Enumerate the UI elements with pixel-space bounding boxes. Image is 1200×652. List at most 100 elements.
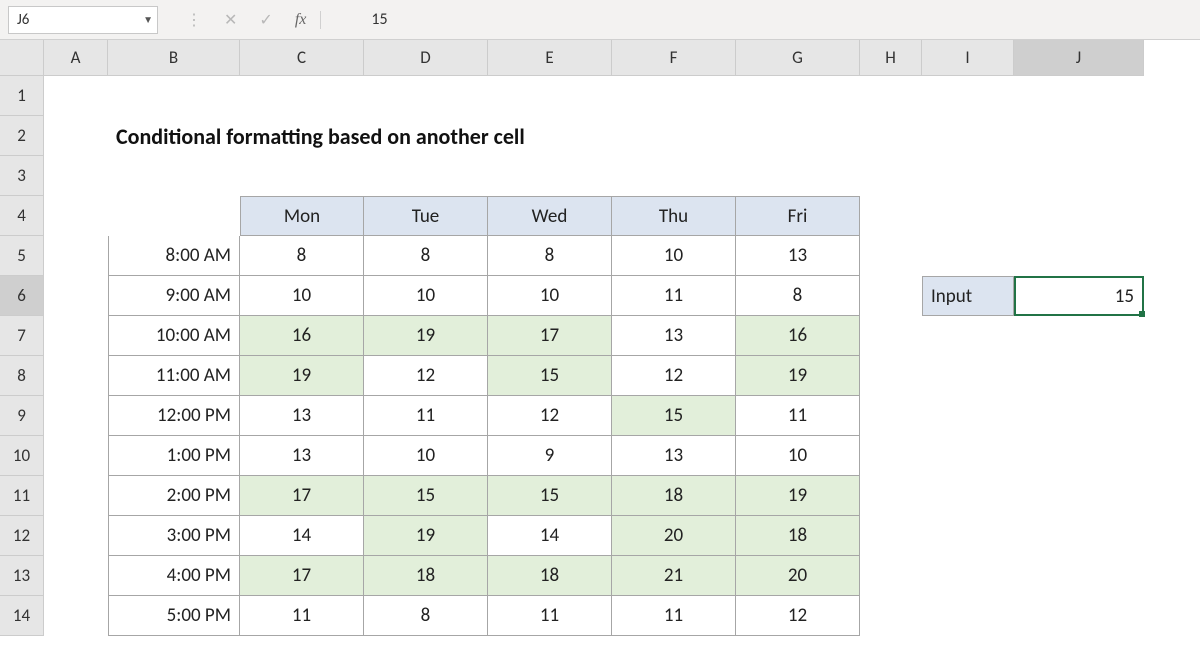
cell-F9[interactable]: 15 bbox=[612, 396, 736, 436]
cell-G11[interactable]: 19 bbox=[736, 476, 860, 516]
cell-E9[interactable]: 12 bbox=[488, 396, 612, 436]
cell-A14[interactable] bbox=[44, 596, 108, 636]
cell-G9[interactable]: 11 bbox=[736, 396, 860, 436]
cell-A12[interactable] bbox=[44, 516, 108, 556]
cell-J3[interactable] bbox=[1014, 156, 1144, 196]
cell-I2[interactable] bbox=[922, 116, 1014, 156]
cell-J14[interactable] bbox=[1014, 596, 1144, 636]
cell-C12[interactable]: 14 bbox=[240, 516, 364, 556]
cell-C5[interactable]: 8 bbox=[240, 236, 364, 276]
cell-H3[interactable] bbox=[860, 156, 922, 196]
cell-A2[interactable] bbox=[44, 116, 108, 156]
cell-I3[interactable] bbox=[922, 156, 1014, 196]
cell-I5[interactable] bbox=[922, 236, 1014, 276]
cell-C11[interactable]: 17 bbox=[240, 476, 364, 516]
cell-D6[interactable]: 10 bbox=[364, 276, 488, 316]
cell-J4[interactable] bbox=[1014, 196, 1144, 236]
cell-B11[interactable]: 2:00 PM bbox=[108, 476, 240, 516]
cell-J11[interactable] bbox=[1014, 476, 1144, 516]
cell-G1[interactable] bbox=[736, 76, 860, 116]
cell-B8[interactable]: 11:00 AM bbox=[108, 356, 240, 396]
cell-D11[interactable]: 15 bbox=[364, 476, 488, 516]
cell-A5[interactable] bbox=[44, 236, 108, 276]
cell-J5[interactable] bbox=[1014, 236, 1144, 276]
cell-J12[interactable] bbox=[1014, 516, 1144, 556]
cell-J10[interactable] bbox=[1014, 436, 1144, 476]
cell-F2[interactable] bbox=[612, 116, 736, 156]
cell-F14[interactable]: 11 bbox=[612, 596, 736, 636]
name-box[interactable]: J6 ▼ bbox=[8, 6, 158, 34]
cell-H8[interactable] bbox=[860, 356, 922, 396]
cell-H14[interactable] bbox=[860, 596, 922, 636]
cell-G2[interactable] bbox=[736, 116, 860, 156]
row-header-10[interactable]: 10 bbox=[0, 436, 44, 476]
cell-F6[interactable]: 11 bbox=[612, 276, 736, 316]
cell-A7[interactable] bbox=[44, 316, 108, 356]
cell-D3[interactable] bbox=[364, 156, 488, 196]
cell-G14[interactable]: 12 bbox=[736, 596, 860, 636]
cell-J9[interactable] bbox=[1014, 396, 1144, 436]
cell-F1[interactable] bbox=[612, 76, 736, 116]
row-header-1[interactable]: 1 bbox=[0, 76, 44, 116]
cell-C1[interactable] bbox=[240, 76, 364, 116]
cell-G6[interactable]: 8 bbox=[736, 276, 860, 316]
cell-I12[interactable] bbox=[922, 516, 1014, 556]
cell-D4[interactable]: Tue bbox=[364, 196, 488, 236]
cell-C9[interactable]: 13 bbox=[240, 396, 364, 436]
cell-G10[interactable]: 10 bbox=[736, 436, 860, 476]
cell-G8[interactable]: 19 bbox=[736, 356, 860, 396]
cell-I10[interactable] bbox=[922, 436, 1014, 476]
cell-H2[interactable] bbox=[860, 116, 922, 156]
cell-B6[interactable]: 9:00 AM bbox=[108, 276, 240, 316]
cell-I6[interactable]: Input bbox=[922, 276, 1014, 316]
cell-E11[interactable]: 15 bbox=[488, 476, 612, 516]
cell-F10[interactable]: 13 bbox=[612, 436, 736, 476]
cell-D5[interactable]: 8 bbox=[364, 236, 488, 276]
cell-H9[interactable] bbox=[860, 396, 922, 436]
cell-H6[interactable] bbox=[860, 276, 922, 316]
cell-C10[interactable]: 13 bbox=[240, 436, 364, 476]
cell-G4[interactable]: Fri bbox=[736, 196, 860, 236]
col-header-A[interactable]: A bbox=[44, 40, 108, 76]
col-header-F[interactable]: F bbox=[612, 40, 736, 76]
cell-F3[interactable] bbox=[612, 156, 736, 196]
cell-I4[interactable] bbox=[922, 196, 1014, 236]
cell-E7[interactable]: 17 bbox=[488, 316, 612, 356]
cell-G12[interactable]: 18 bbox=[736, 516, 860, 556]
cell-A9[interactable] bbox=[44, 396, 108, 436]
cell-F5[interactable]: 10 bbox=[612, 236, 736, 276]
cell-A13[interactable] bbox=[44, 556, 108, 596]
cell-D13[interactable]: 18 bbox=[364, 556, 488, 596]
col-header-D[interactable]: D bbox=[364, 40, 488, 76]
cell-E3[interactable] bbox=[488, 156, 612, 196]
row-header-6[interactable]: 6 bbox=[0, 276, 44, 316]
cell-E1[interactable] bbox=[488, 76, 612, 116]
cell-F13[interactable]: 21 bbox=[612, 556, 736, 596]
row-header-11[interactable]: 11 bbox=[0, 476, 44, 516]
row-header-5[interactable]: 5 bbox=[0, 236, 44, 276]
cell-H11[interactable] bbox=[860, 476, 922, 516]
cell-F11[interactable]: 18 bbox=[612, 476, 736, 516]
cell-J7[interactable] bbox=[1014, 316, 1144, 356]
cell-C14[interactable]: 11 bbox=[240, 596, 364, 636]
cell-A3[interactable] bbox=[44, 156, 108, 196]
cell-J8[interactable] bbox=[1014, 356, 1144, 396]
col-header-C[interactable]: C bbox=[240, 40, 364, 76]
cell-E6[interactable]: 10 bbox=[488, 276, 612, 316]
cell-A4[interactable] bbox=[44, 196, 108, 236]
dots-icon[interactable]: ⋮ bbox=[186, 10, 202, 30]
cell-G13[interactable]: 20 bbox=[736, 556, 860, 596]
name-box-dropdown-icon[interactable]: ▼ bbox=[143, 13, 153, 26]
cell-C6[interactable]: 10 bbox=[240, 276, 364, 316]
cell-H10[interactable] bbox=[860, 436, 922, 476]
cell-E14[interactable]: 11 bbox=[488, 596, 612, 636]
row-header-2[interactable]: 2 bbox=[0, 116, 44, 156]
cell-G3[interactable] bbox=[736, 156, 860, 196]
cell-G5[interactable]: 13 bbox=[736, 236, 860, 276]
col-header-G[interactable]: G bbox=[736, 40, 860, 76]
cell-B12[interactable]: 3:00 PM bbox=[108, 516, 240, 556]
row-header-7[interactable]: 7 bbox=[0, 316, 44, 356]
cell-B2[interactable]: Conditional formatting based on another … bbox=[108, 116, 240, 156]
cell-J1[interactable] bbox=[1014, 76, 1144, 116]
cell-B10[interactable]: 1:00 PM bbox=[108, 436, 240, 476]
